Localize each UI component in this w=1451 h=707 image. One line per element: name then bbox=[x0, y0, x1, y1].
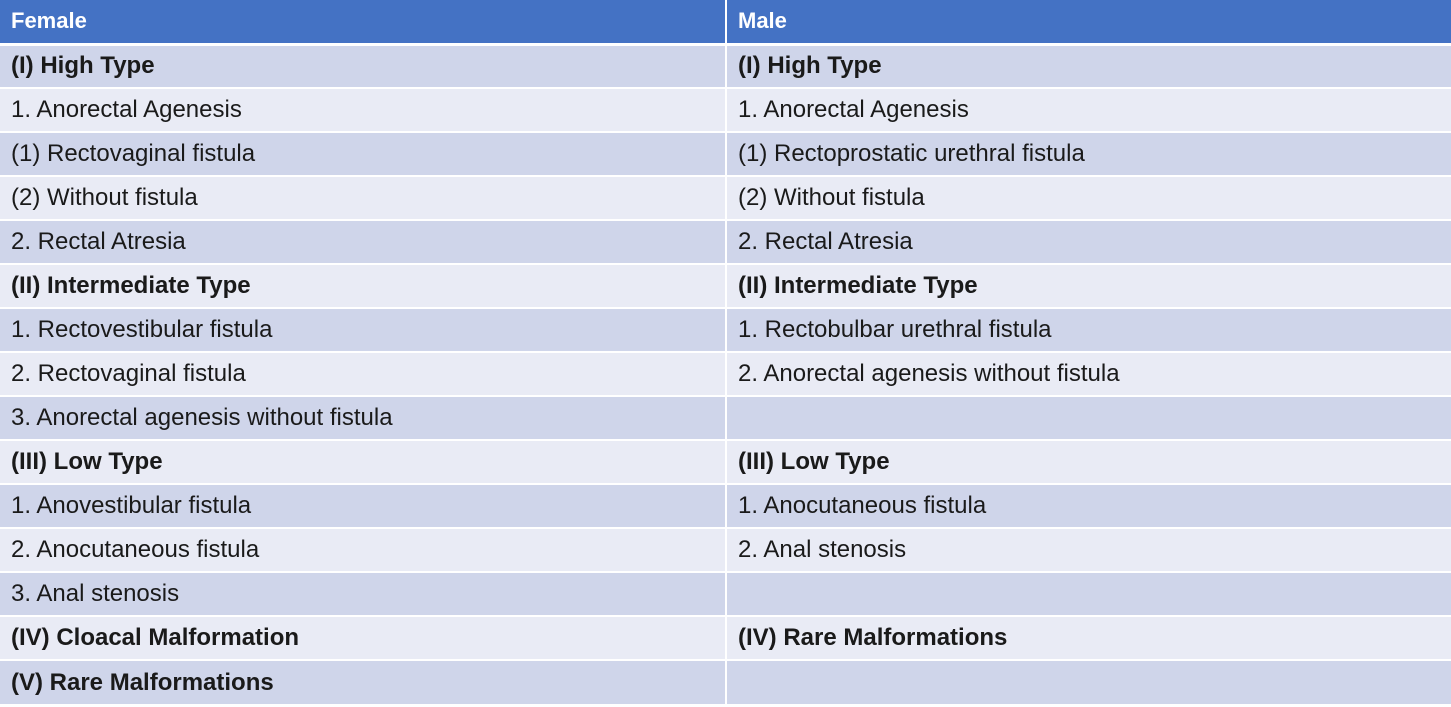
cell-male: 1. Anorectal Agenesis bbox=[726, 88, 1451, 133]
table-row: 1. Anovestibular fistula 1. Anocutaneous… bbox=[0, 484, 1451, 529]
table-body: (I) High Type (I) High Type 1. Anorectal… bbox=[0, 44, 1451, 704]
cell-female: (I) High Type bbox=[0, 44, 727, 89]
cell-male bbox=[726, 572, 1451, 617]
table-row: (II) Intermediate Type (II) Intermediate… bbox=[0, 264, 1451, 309]
header-male: Male bbox=[726, 0, 1451, 46]
cell-female: 3. Anal stenosis bbox=[0, 572, 727, 617]
cell-male: (IV) Rare Malformations bbox=[726, 616, 1451, 661]
cell-female: (V) Rare Malformations bbox=[0, 660, 727, 704]
table-row: (1) Rectovaginal fistula (1) Rectoprosta… bbox=[0, 132, 1451, 177]
table-row: 2. Anocutaneous fistula 2. Anal stenosis bbox=[0, 528, 1451, 573]
table-row: 1. Anorectal Agenesis 1. Anorectal Agene… bbox=[0, 88, 1451, 133]
cell-male: 1. Anocutaneous fistula bbox=[726, 484, 1451, 529]
cell-male: (1) Rectoprostatic urethral fistula bbox=[726, 132, 1451, 177]
table-header: Female Male bbox=[0, 0, 1451, 46]
table-row: 3. Anal stenosis bbox=[0, 572, 1451, 617]
cell-male: (I) High Type bbox=[726, 44, 1451, 89]
header-female: Female bbox=[0, 0, 727, 46]
cell-female: 1. Anorectal Agenesis bbox=[0, 88, 727, 133]
cell-male: 2. Rectal Atresia bbox=[726, 220, 1451, 265]
table-row: 3. Anorectal agenesis without fistula bbox=[0, 396, 1451, 441]
table-row: (2) Without fistula (2) Without fistula bbox=[0, 176, 1451, 221]
cell-female: 2. Anocutaneous fistula bbox=[0, 528, 727, 573]
cell-male: 2. Anorectal agenesis without fistula bbox=[726, 352, 1451, 397]
cell-female: (III) Low Type bbox=[0, 440, 727, 485]
table-row: 1. Rectovestibular fistula 1. Rectobulba… bbox=[0, 308, 1451, 353]
cell-female: 1. Anovestibular fistula bbox=[0, 484, 727, 529]
table-row: (III) Low Type (III) Low Type bbox=[0, 440, 1451, 485]
cell-female: 1. Rectovestibular fistula bbox=[0, 308, 727, 353]
cell-male bbox=[726, 396, 1451, 441]
table-row: (IV) Cloacal Malformation (IV) Rare Malf… bbox=[0, 616, 1451, 661]
cell-male bbox=[726, 660, 1451, 704]
cell-female: (II) Intermediate Type bbox=[0, 264, 727, 309]
cell-male: (II) Intermediate Type bbox=[726, 264, 1451, 309]
cell-female: 2. Rectal Atresia bbox=[0, 220, 727, 265]
cell-male: 1. Rectobulbar urethral fistula bbox=[726, 308, 1451, 353]
cell-female: (2) Without fistula bbox=[0, 176, 727, 221]
cell-female: (IV) Cloacal Malformation bbox=[0, 616, 727, 661]
cell-female: 2. Rectovaginal fistula bbox=[0, 352, 727, 397]
cell-female: (1) Rectovaginal fistula bbox=[0, 132, 727, 177]
cell-male: 2. Anal stenosis bbox=[726, 528, 1451, 573]
table-row: (V) Rare Malformations bbox=[0, 660, 1451, 704]
table-row: 2. Rectal Atresia 2. Rectal Atresia bbox=[0, 220, 1451, 265]
cell-male: (2) Without fistula bbox=[726, 176, 1451, 221]
cell-female: 3. Anorectal agenesis without fistula bbox=[0, 396, 727, 441]
table-row: 2. Rectovaginal fistula 2. Anorectal age… bbox=[0, 352, 1451, 397]
table-row: (I) High Type (I) High Type bbox=[0, 44, 1451, 89]
header-row: Female Male bbox=[0, 0, 1451, 46]
cell-male: (III) Low Type bbox=[726, 440, 1451, 485]
